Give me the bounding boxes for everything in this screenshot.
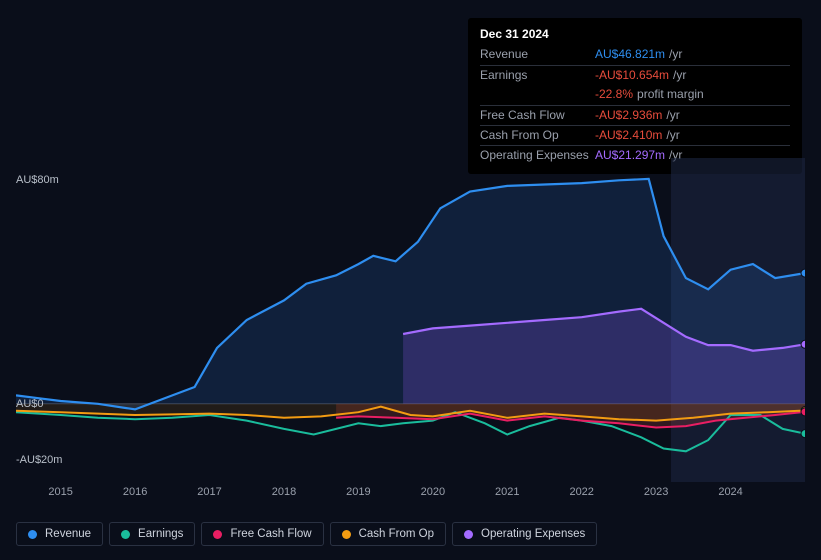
x-tick-label: 2023 <box>644 486 668 498</box>
end-dot-revenue <box>801 269 805 277</box>
legend-swatch <box>213 530 222 539</box>
tooltip-row-earnings: Earnings-AU$10.654m/yr <box>480 65 790 85</box>
tooltip-sub-value: -22.8% <box>595 86 633 103</box>
tooltip-subrow-earnings: -22.8%profit margin <box>480 85 790 104</box>
legend-item-earnings[interactable]: Earnings <box>109 522 195 546</box>
tooltip-value: -AU$2.936m <box>595 107 662 124</box>
x-tick-label: 2021 <box>495 486 519 498</box>
chart-legend: Revenue Earnings Free Cash Flow Cash From O… <box>16 522 597 546</box>
data-tooltip: Dec 31 2024 RevenueAU$46.821m/yrEarnings… <box>468 18 802 174</box>
x-axis: 2015 2016 2017 2018 2019 2020 2021 2022 2023 2024 <box>16 486 805 502</box>
end-dot-opex <box>801 340 805 348</box>
chart-svg <box>16 158 805 482</box>
legend-swatch <box>342 530 351 539</box>
legend-item-fcf[interactable]: Free Cash Flow <box>201 522 323 546</box>
financials-chart[interactable]: AU$80m AU$0 -AU$20m 2015 2016 2017 2018 2019 20… <box>16 158 805 498</box>
tooltip-suffix: /yr <box>666 107 679 124</box>
tooltip-label: Revenue <box>480 46 595 63</box>
tooltip-row-revenue: RevenueAU$46.821m/yr <box>480 45 790 64</box>
tooltip-label: Cash From Op <box>480 127 595 144</box>
x-tick-label: 2019 <box>346 486 370 498</box>
tooltip-label: Free Cash Flow <box>480 107 595 124</box>
tooltip-sub-suffix: profit margin <box>637 86 704 103</box>
legend-swatch <box>464 530 473 539</box>
y-tick-label: AU$0 <box>16 398 44 410</box>
legend-item-opex[interactable]: Operating Expenses <box>452 522 597 546</box>
legend-swatch <box>121 530 130 539</box>
legend-label: Cash From Op <box>359 528 434 540</box>
tooltip-row-cfo: Cash From Op-AU$2.410m/yr <box>480 125 790 145</box>
x-tick-label: 2020 <box>421 486 445 498</box>
legend-swatch <box>28 530 37 539</box>
legend-label: Earnings <box>138 528 183 540</box>
end-dot-fcf <box>801 408 805 416</box>
legend-label: Free Cash Flow <box>230 528 311 540</box>
legend-label: Revenue <box>45 528 91 540</box>
end-dot-earnings <box>801 430 805 438</box>
y-tick-label: AU$80m <box>16 174 59 186</box>
x-tick-label: 2024 <box>718 486 742 498</box>
legend-item-revenue[interactable]: Revenue <box>16 522 103 546</box>
tooltip-value: -AU$10.654m <box>595 67 669 84</box>
tooltip-value: -AU$2.410m <box>595 127 662 144</box>
x-tick-label: 2022 <box>569 486 593 498</box>
x-tick-label: 2018 <box>272 486 296 498</box>
x-tick-label: 2015 <box>48 486 72 498</box>
tooltip-suffix: /yr <box>673 67 686 84</box>
tooltip-date: Dec 31 2024 <box>480 26 790 43</box>
y-tick-label: -AU$20m <box>16 454 62 466</box>
tooltip-label: Earnings <box>480 67 595 84</box>
tooltip-suffix: /yr <box>669 46 682 63</box>
legend-label: Operating Expenses <box>481 528 585 540</box>
x-tick-label: 2016 <box>123 486 147 498</box>
x-tick-label: 2017 <box>197 486 221 498</box>
tooltip-suffix: /yr <box>666 127 679 144</box>
legend-item-cfo[interactable]: Cash From Op <box>330 522 446 546</box>
tooltip-value: AU$46.821m <box>595 46 665 63</box>
tooltip-row-fcf: Free Cash Flow-AU$2.936m/yr <box>480 105 790 125</box>
